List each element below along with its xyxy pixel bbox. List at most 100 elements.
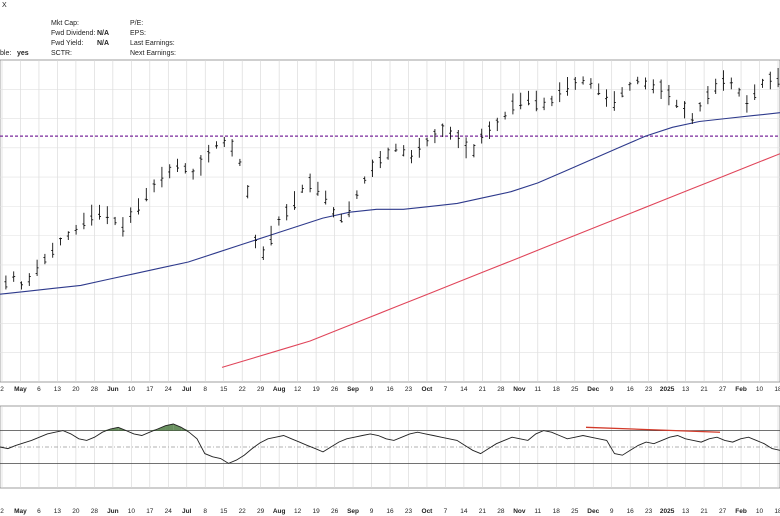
field-next-earnings-label: Next Earnings: bbox=[130, 50, 176, 57]
price-x-tick-label: 23 bbox=[645, 386, 653, 393]
price-x-tick-label: 9 bbox=[370, 386, 374, 393]
price-x-tick-label: May bbox=[14, 386, 27, 393]
price-x-tick-label: 27 bbox=[719, 386, 727, 393]
indicator-x-tick-label: 23 bbox=[645, 508, 653, 515]
price-x-tick-label: 15 bbox=[220, 386, 228, 393]
indicator-x-tick-label: 27 bbox=[719, 508, 727, 515]
indicator-x-tick-label: 16 bbox=[386, 508, 394, 515]
price-x-tick-label: Dec bbox=[587, 386, 599, 393]
price-x-tick-label: 25 bbox=[571, 386, 579, 393]
price-x-tick-label: 14 bbox=[460, 386, 468, 393]
indicator-x-tick-label: Oct bbox=[422, 508, 434, 515]
price-x-tick-label: Oct bbox=[422, 386, 434, 393]
indicator-x-tick-label: 29 bbox=[257, 508, 265, 515]
indicator-x-tick-label: Dec bbox=[587, 508, 599, 515]
field-last-earnings-label: Last Earnings: bbox=[130, 40, 175, 47]
price-x-tick-label: 19 bbox=[312, 386, 320, 393]
indicator-x-tick-label: Jul bbox=[182, 508, 192, 515]
indicator-x-tick-label: Nov bbox=[513, 508, 526, 515]
price-x-tick-label: 18 bbox=[774, 386, 780, 393]
price-x-tick-label: 17 bbox=[146, 386, 154, 393]
indicator-x-tick-label: 12 bbox=[294, 508, 302, 515]
moving-average-short-line bbox=[0, 112, 780, 295]
price-x-tick-label: 21 bbox=[479, 386, 487, 393]
indicator-x-tick-label: 28 bbox=[91, 508, 99, 515]
indicator-x-tick-label: 15 bbox=[220, 508, 228, 515]
price-x-tick-label: 28 bbox=[497, 386, 505, 393]
price-x-tick-label: 29 bbox=[257, 386, 265, 393]
price-x-tick-label: 24 bbox=[165, 386, 173, 393]
moving-average-long-line bbox=[221, 153, 780, 368]
indicator-x-tick-label: 14 bbox=[460, 508, 468, 515]
field-eps-label: EPS: bbox=[130, 30, 146, 37]
indicator-x-tick-label: 28 bbox=[497, 508, 505, 515]
price-x-tick-label: 7 bbox=[444, 386, 448, 393]
price-x-tick-label: 28 bbox=[91, 386, 99, 393]
indicator-x-tick-label: 13 bbox=[54, 508, 62, 515]
price-x-tick-label: Jun bbox=[107, 386, 119, 393]
price-x-tick-label: 9 bbox=[610, 386, 614, 393]
field-mkt-cap-label: Mkt Cap: bbox=[51, 20, 80, 27]
price-x-tick-label: 13 bbox=[54, 386, 62, 393]
indicator-x-tick-label: 2 bbox=[0, 508, 4, 515]
price-x-tick-label: 20 bbox=[72, 386, 80, 393]
indicator-x-tick-label: 10 bbox=[128, 508, 136, 515]
left-field-value: yes bbox=[17, 50, 29, 57]
price-x-tick-label: 21 bbox=[700, 386, 708, 393]
indicator-x-tick-label: 11 bbox=[534, 508, 541, 515]
left-field-label: ble: bbox=[0, 50, 12, 57]
field-pe-label: P/E: bbox=[130, 20, 144, 27]
indicator-line bbox=[0, 423, 780, 464]
indicator-x-tick-label: 18 bbox=[774, 508, 780, 515]
price-x-tick-label: 8 bbox=[203, 386, 207, 393]
indicator-x-tick-label: 9 bbox=[370, 508, 374, 515]
indicator-x-tick-label: 7 bbox=[444, 508, 448, 515]
indicator-x-tick-label: 21 bbox=[479, 508, 487, 515]
price-x-tick-label: 18 bbox=[553, 386, 561, 393]
indicator-x-tick-label: 9 bbox=[610, 508, 614, 515]
indicator-x-tick-label: 6 bbox=[37, 508, 41, 515]
indicator-x-tick-label: 10 bbox=[756, 508, 764, 515]
indicator-x-tick-label: 20 bbox=[72, 508, 80, 515]
indicator-x-tick-label: 8 bbox=[203, 508, 207, 515]
price-x-tick-label: 6 bbox=[37, 386, 41, 393]
price-x-tick-label: 11 bbox=[534, 386, 541, 393]
price-x-tick-label: 13 bbox=[682, 386, 690, 393]
field-fwd-yield-label: Fwd Yield: bbox=[51, 40, 84, 47]
field-fwd-dividend-label: Fwd Dividend: bbox=[51, 30, 96, 37]
divergence-trend-line bbox=[585, 426, 721, 433]
price-x-tick-label: 2 bbox=[0, 386, 4, 393]
indicator-x-tick-label: Feb bbox=[735, 508, 747, 515]
indicator-x-tick-label: 24 bbox=[165, 508, 173, 515]
price-x-tick-label: 23 bbox=[405, 386, 413, 393]
indicator-x-tick-label: Jun bbox=[107, 508, 119, 515]
indicator-x-tick-label: 25 bbox=[571, 508, 579, 515]
indicator-x-tick-label: Sep bbox=[347, 508, 359, 515]
indicator-x-tick-label: 13 bbox=[682, 508, 690, 515]
indicator-x-tick-label: 2025 bbox=[660, 508, 675, 515]
price-x-tick-label: 16 bbox=[386, 386, 394, 393]
corner-text: X bbox=[2, 2, 7, 9]
indicator-x-tick-label: Aug bbox=[273, 508, 286, 515]
price-x-tick-label: Jul bbox=[182, 386, 192, 393]
field-fwd-yield-value: N/A bbox=[97, 40, 110, 47]
overbought-fill bbox=[173, 424, 182, 431]
price-x-tick-label: 10 bbox=[128, 386, 136, 393]
indicator-x-tick-label: 16 bbox=[627, 508, 635, 515]
price-x-tick-label: Feb bbox=[735, 386, 747, 393]
price-x-tick-label: 10 bbox=[756, 386, 764, 393]
indicator-x-tick-label: 23 bbox=[405, 508, 413, 515]
indicator-x-tick-label: 26 bbox=[331, 508, 339, 515]
price-x-tick-label: 22 bbox=[239, 386, 247, 393]
indicator-x-tick-label: 18 bbox=[553, 508, 561, 515]
indicator-x-tick-label: May bbox=[14, 508, 27, 515]
price-x-tick-label: 2025 bbox=[660, 386, 675, 393]
indicator-x-tick-label: 19 bbox=[312, 508, 320, 515]
price-x-tick-label: Nov bbox=[513, 386, 526, 393]
price-x-tick-label: Sep bbox=[347, 386, 359, 393]
field-fwd-dividend-value: N/A bbox=[97, 30, 110, 37]
indicator-x-tick-label: 22 bbox=[239, 508, 247, 515]
price-x-tick-label: Aug bbox=[273, 386, 286, 393]
indicator-x-tick-label: 21 bbox=[700, 508, 708, 515]
